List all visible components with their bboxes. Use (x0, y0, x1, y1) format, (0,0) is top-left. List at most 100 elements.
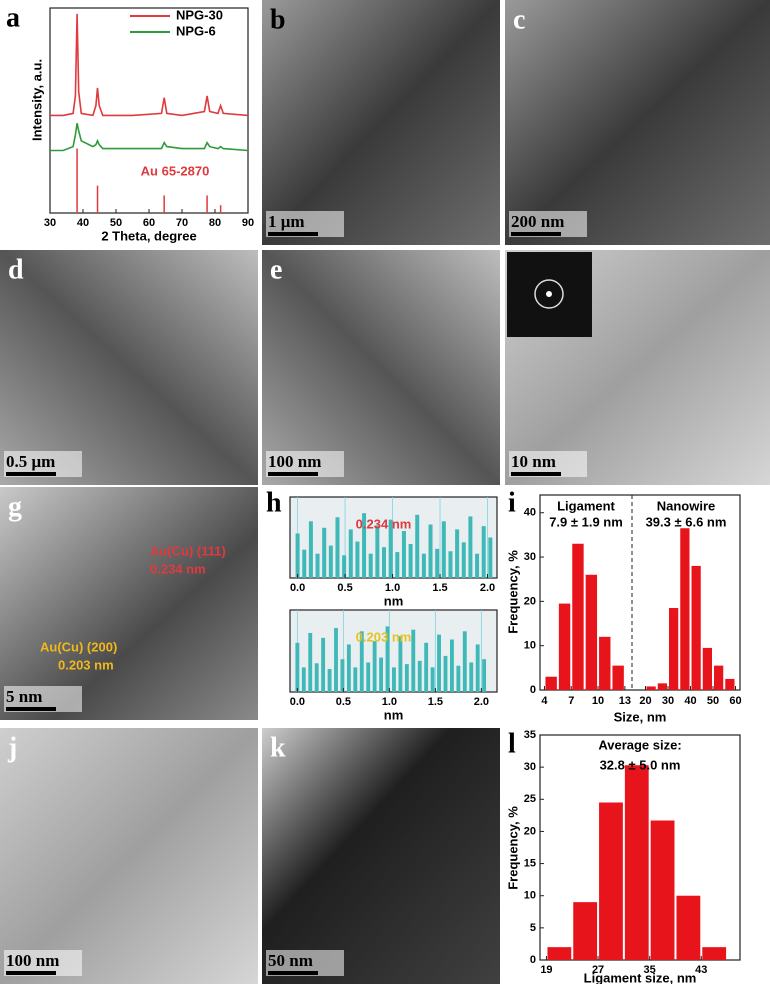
panel-label: i (508, 487, 516, 518)
histogram-bar (669, 608, 679, 690)
profile-bar (455, 529, 460, 578)
fft-center (546, 291, 552, 297)
image-annotation: 0.203 nm (58, 657, 114, 672)
x-tick-label: 40 (77, 217, 89, 229)
histogram-bar (702, 647, 712, 690)
group-annotation: 39.3 ± 6.6 nm (646, 514, 727, 529)
plot-frame (49, 7, 249, 214)
profile-bar (355, 541, 360, 578)
x-tick-label: 60 (729, 695, 741, 707)
profile-bar (375, 525, 380, 578)
histogram-bar (650, 820, 675, 960)
x-tick-label: 2.0 (474, 696, 489, 708)
histogram-bar (573, 902, 598, 960)
y-axis-label: Frequency, % (505, 806, 520, 890)
profile-bar (417, 660, 422, 692)
x-tick-label: 10 (592, 695, 604, 707)
x-tick-label: 50 (110, 217, 122, 229)
image-annotation: 0.234 nm (150, 561, 206, 576)
histogram-bar (547, 947, 572, 960)
profile-bar (401, 531, 406, 578)
x-axis-label: nm (384, 593, 404, 608)
x-tick-label: 40 (684, 695, 696, 707)
histogram-bar (612, 665, 624, 690)
y-tick-label: 20 (524, 825, 536, 837)
x-tick-label: 13 (619, 695, 631, 707)
profile-bar (482, 659, 487, 692)
x-axis-label: nm (384, 707, 404, 722)
profile-bar (388, 519, 393, 578)
profile-bar (385, 626, 390, 692)
profile-bar (411, 629, 416, 692)
profile-bar (359, 631, 364, 692)
x-tick-label: 1.5 (428, 696, 443, 708)
profile-bar (382, 547, 386, 578)
scale-bar-label: 100 nm (268, 452, 321, 471)
x-tick-label: 43 (695, 964, 707, 976)
profile-bar (430, 667, 435, 692)
y-tick-label: 0 (530, 954, 536, 966)
micrograph (505, 0, 770, 245)
panel-label: e (270, 254, 282, 285)
profile-bar (334, 628, 338, 692)
x-axis-label: Size, nm (614, 709, 667, 724)
profile-bar (441, 521, 446, 578)
profile-bar (415, 514, 420, 578)
micrograph (0, 728, 258, 984)
histogram-bar (676, 895, 701, 960)
profile-bar (327, 669, 332, 692)
profile-bar (449, 639, 454, 692)
panel-label: g (8, 491, 22, 522)
x-tick-label: 30 (44, 217, 56, 229)
x-tick-label: 4 (541, 695, 548, 707)
histogram-bar (585, 574, 598, 690)
profile-bar (372, 641, 377, 692)
profile-bar (295, 533, 300, 578)
legend-label: NPG-6 (176, 23, 216, 38)
micrograph (262, 250, 500, 485)
x-tick-label: 1.5 (432, 582, 447, 594)
profile-bar (379, 657, 384, 692)
x-tick-label: 7 (568, 695, 574, 707)
profile-bar (328, 545, 333, 578)
panel-label: j (7, 732, 17, 763)
profile-bar (437, 634, 441, 692)
y-tick-label: 30 (524, 761, 536, 773)
scale-bar-label: 0.5 μm (6, 452, 55, 471)
profile-bar (342, 555, 347, 578)
profile-bar (475, 553, 480, 578)
x-tick-label: 30 (662, 695, 674, 707)
scale-bar-label: 1 μm (268, 212, 305, 231)
reference-label: Au 65-2870 (141, 163, 210, 178)
profile-bar (302, 549, 307, 578)
x-axis-label: 2 Theta, degree (101, 228, 196, 243)
x-tick-label: 50 (707, 695, 719, 707)
profile-bar (462, 631, 467, 692)
scale-bar-label: 100 nm (6, 951, 59, 970)
histogram-bar (599, 802, 623, 960)
histogram-bar (680, 528, 690, 690)
group-name: Ligament (557, 498, 615, 513)
profile-bar (456, 665, 461, 692)
histogram-bar (725, 678, 735, 690)
profile-bar (308, 521, 313, 578)
chart-title: Average size: (598, 737, 681, 752)
profile-bar (481, 526, 486, 578)
profile-bar (404, 664, 409, 692)
panel-label: b (270, 4, 286, 35)
profile-bar (308, 632, 313, 692)
image-annotation: Au(Cu) (200) (40, 639, 117, 654)
profile-bar (301, 667, 306, 692)
x-tick-label: 1.0 (382, 696, 397, 708)
profile-bar (469, 662, 474, 692)
histogram-bar (657, 683, 667, 690)
histogram-bar (702, 947, 727, 960)
scale-bar-label: 50 nm (268, 951, 313, 970)
micrograph (262, 0, 500, 245)
histogram-bar (714, 665, 724, 690)
y-axis-label: Intensity, a.u. (29, 59, 44, 141)
panel-label: k (270, 732, 286, 763)
histogram-bar (572, 543, 584, 690)
x-tick-label: 60 (143, 217, 155, 229)
y-axis-label: Frequency, % (505, 550, 520, 634)
